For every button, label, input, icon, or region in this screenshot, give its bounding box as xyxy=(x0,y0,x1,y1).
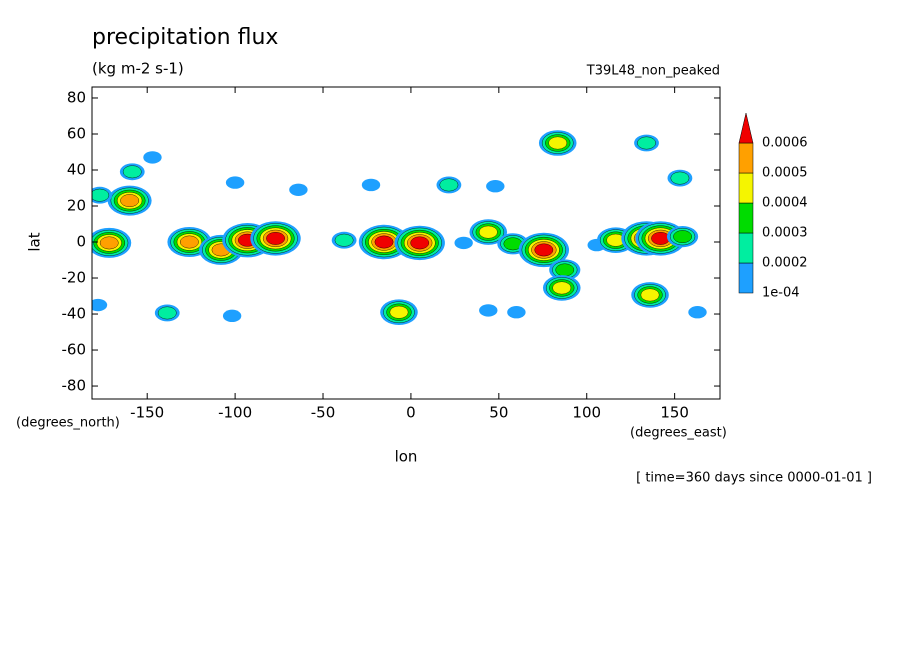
contour-cell xyxy=(439,178,459,192)
y-tick-label: -60 xyxy=(62,341,87,359)
contour-cell xyxy=(92,298,108,312)
contour-cell xyxy=(688,306,707,319)
colorbar-label: 0.0006 xyxy=(762,136,808,151)
contour-cell xyxy=(410,236,430,250)
x-units: (degrees_east) xyxy=(630,426,727,441)
contour-cell xyxy=(120,194,140,208)
chart-subtitle: (kg m-2 s-1) xyxy=(92,60,184,78)
y-units: (degrees_north) xyxy=(16,416,120,431)
contour-cell xyxy=(479,304,498,317)
colorbar-label: 0.0005 xyxy=(762,166,808,181)
x-tick-label: 150 xyxy=(660,404,689,422)
contour-cell xyxy=(289,183,308,196)
colorbar-label: 0.0003 xyxy=(762,226,808,241)
contour-layer xyxy=(92,130,707,326)
contour-cell xyxy=(454,236,473,250)
y-tick-label: 40 xyxy=(67,160,86,178)
contour-cell xyxy=(673,230,692,244)
contour-cell xyxy=(374,235,394,249)
y-tick-label: 0 xyxy=(76,233,86,251)
colorbar-segment xyxy=(738,232,754,264)
colorbar-triangle xyxy=(738,112,754,144)
contour-cell xyxy=(637,136,656,150)
x-tick-label: 0 xyxy=(406,404,416,422)
x-tick-label: 100 xyxy=(572,404,601,422)
contour-cell xyxy=(99,236,119,250)
experiment-label: T39L48_non_peaked xyxy=(586,64,720,79)
contour-cell xyxy=(651,232,670,245)
axes: -150 -100 -50 0 50 100 150 -80 -60 -40 -20 0 20 40 60 8… xyxy=(62,87,720,422)
contour-cell xyxy=(548,136,568,150)
x-tick-label: -50 xyxy=(311,404,336,422)
colorbar-label: 0.0002 xyxy=(762,256,808,271)
contour-cell xyxy=(266,232,285,245)
colorbar-segment xyxy=(738,142,754,174)
contour-cell xyxy=(225,176,245,189)
colorbar-label: 1e-04 xyxy=(762,286,800,301)
plot-frame xyxy=(91,86,721,400)
contour-cell xyxy=(334,233,354,247)
contour-cell xyxy=(92,188,110,202)
colorbar-segment xyxy=(738,202,754,234)
colorbar-segment xyxy=(738,262,754,294)
contour-cell xyxy=(122,165,142,179)
y-tick-label: 20 xyxy=(67,197,86,215)
y-tick-label: -80 xyxy=(62,377,87,395)
x-tick-label: -150 xyxy=(130,404,164,422)
contour-cell xyxy=(179,235,199,249)
contour-cell xyxy=(222,309,242,323)
y-tick-label: -40 xyxy=(62,305,87,323)
contour-cell xyxy=(361,178,381,192)
time-label: [ time=360 days since 0000-01-01 ] xyxy=(636,471,872,486)
contour-cell xyxy=(507,306,526,319)
contour-cell xyxy=(486,179,505,193)
colorbar: 1e-04 0.0002 0.0003 0.0004 0.0005 0.0006 xyxy=(738,112,808,301)
contour-cell xyxy=(157,306,177,320)
chart-title: precipitation flux xyxy=(92,25,278,50)
y-tick-label: 60 xyxy=(67,124,86,142)
y-axis-label: lat xyxy=(26,232,44,251)
contour-cell xyxy=(640,288,660,302)
contour-cell xyxy=(143,151,162,164)
y-tick-label: 80 xyxy=(67,88,86,106)
x-tick-label: -100 xyxy=(218,404,252,422)
contour-cell xyxy=(555,263,575,277)
x-axis-label: lon xyxy=(395,448,418,466)
colorbar-segment xyxy=(738,172,754,204)
contour-cell xyxy=(478,225,498,239)
colorbar-label: 0.0004 xyxy=(762,196,808,211)
contour-cell xyxy=(389,305,409,319)
contour-cell xyxy=(534,243,554,257)
contour-cell xyxy=(552,281,572,295)
x-tick-label: 50 xyxy=(489,404,508,422)
y-tick-label: -20 xyxy=(62,269,87,287)
contour-cell xyxy=(670,171,690,185)
